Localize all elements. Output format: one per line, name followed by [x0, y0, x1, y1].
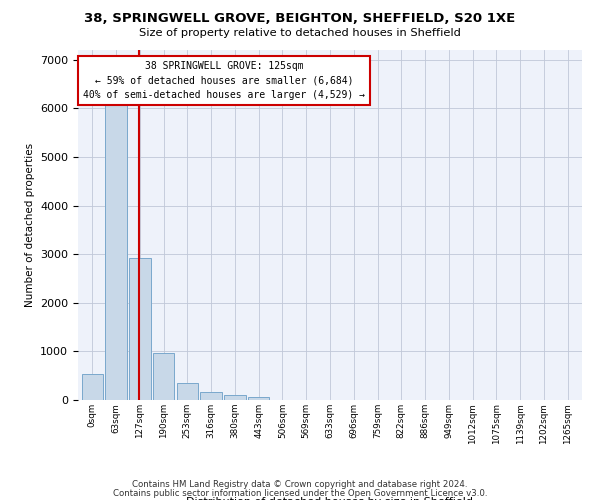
X-axis label: Distribution of detached houses by size in Sheffield: Distribution of detached houses by size … [187, 496, 473, 500]
Y-axis label: Number of detached properties: Number of detached properties [25, 143, 35, 307]
Bar [153, 353, 174, 400]
Bar [224, 394, 245, 400]
Bar [200, 392, 222, 400]
Bar [106, 87, 127, 400]
Text: Contains public sector information licensed under the Open Government Licence v3: Contains public sector information licen… [113, 488, 487, 498]
Bar [82, 374, 103, 400]
Bar [176, 384, 198, 400]
Text: Size of property relative to detached houses in Sheffield: Size of property relative to detached ho… [139, 28, 461, 38]
Text: Contains HM Land Registry data © Crown copyright and database right 2024.: Contains HM Land Registry data © Crown c… [132, 480, 468, 489]
Text: 38 SPRINGWELL GROVE: 125sqm
← 59% of detached houses are smaller (6,684)
40% of : 38 SPRINGWELL GROVE: 125sqm ← 59% of det… [83, 60, 365, 100]
Bar [129, 258, 151, 400]
Text: 38, SPRINGWELL GROVE, BEIGHTON, SHEFFIELD, S20 1XE: 38, SPRINGWELL GROVE, BEIGHTON, SHEFFIEL… [85, 12, 515, 26]
Bar [248, 396, 269, 400]
